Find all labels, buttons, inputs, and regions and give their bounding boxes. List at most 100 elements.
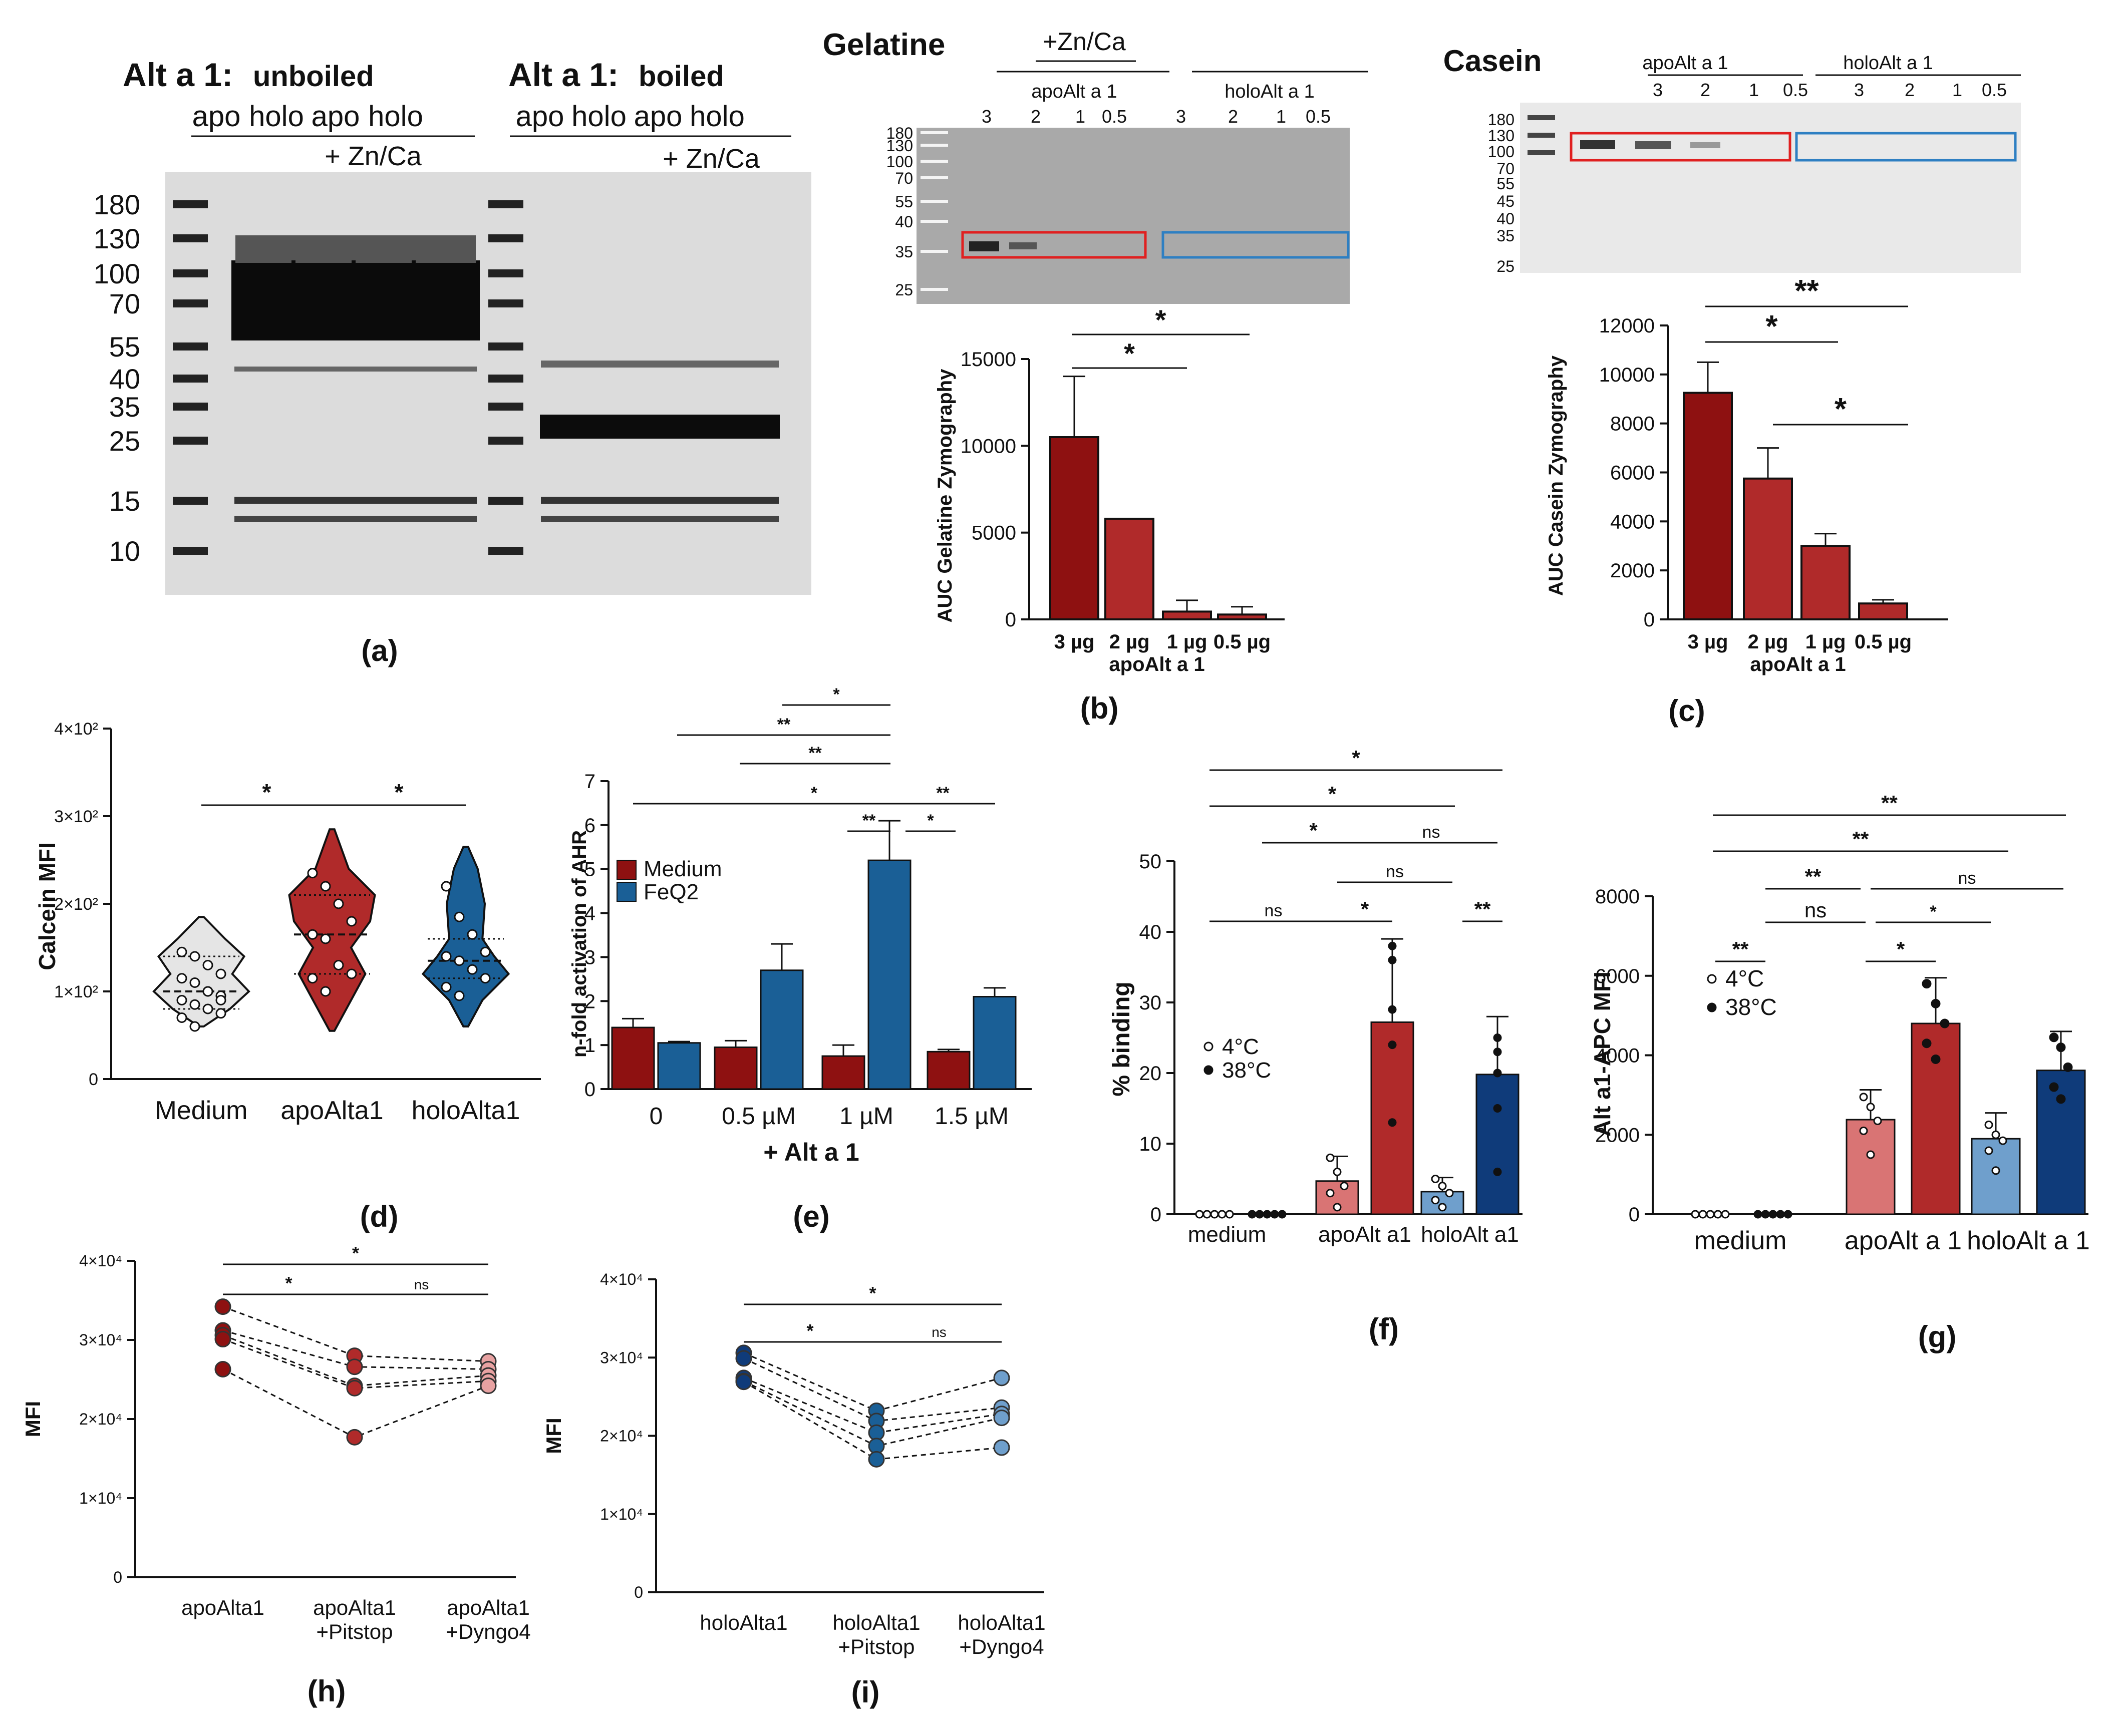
- chart-h-pair-line: [222, 1306, 489, 1362]
- chart-f-sig-7-label: *: [1361, 897, 1369, 921]
- chart-e-ytick-label: 4: [584, 903, 595, 925]
- chart-g-point-medium-38c: [1768, 1210, 1777, 1219]
- gel-b-lane-label: 0.5: [1306, 106, 1331, 127]
- gel-b-lane-label: 3: [1176, 106, 1186, 127]
- chart-c-sig-3-label: *: [1835, 392, 1847, 427]
- panel-e-label: (e): [793, 1200, 829, 1233]
- chart-h-category-label: apoAlta1: [313, 1596, 396, 1619]
- chart-c-sig-1-label: **: [1794, 274, 1819, 308]
- gel-a-ladder-band-right: [488, 497, 523, 505]
- chart-e-sig-5-label: **: [936, 784, 950, 803]
- gel-a-band-boiled-30: [540, 415, 602, 439]
- gel-c-title: Casein: [1443, 44, 1542, 78]
- chart-g-legend-marker-4c: [1707, 974, 1717, 984]
- chart-e-legend-swatch-medium: [617, 860, 637, 880]
- chart-b-category-label: 3 µg: [1054, 631, 1095, 653]
- chart-c-ylabel: AUC Casein Zymography: [1545, 355, 1567, 596]
- gel-a-ladder-band-left: [173, 269, 208, 277]
- gel-a-band-boiled-13: [598, 516, 659, 522]
- chart-i-pair-line: [743, 1352, 1002, 1412]
- chart-d-point: [454, 911, 465, 922]
- chart-g-point-holo-38c: [2056, 1094, 2066, 1104]
- gel-a-band-unboiled-main: [412, 260, 480, 340]
- chart-d-point: [307, 973, 318, 984]
- gel-b-marker-label: 25: [895, 281, 913, 299]
- gel-b-marker-label: 70: [895, 169, 913, 187]
- chart-f-point-holo-4c: [1445, 1189, 1454, 1198]
- chart-c-category-label: 1 µg: [1805, 631, 1846, 653]
- gel-c-band-2ug: [1635, 141, 1671, 149]
- chart-c-category-label: 0.5 µg: [1855, 631, 1912, 653]
- chart-c-sig-2-label: *: [1765, 309, 1778, 344]
- chart-e-bar: [821, 1055, 865, 1090]
- chart-e-ytick-label: 0: [584, 1079, 595, 1101]
- chart-d-point: [333, 960, 344, 970]
- chart-i-point: [735, 1373, 752, 1391]
- gel-a-band-unboiled-smear: [235, 235, 295, 263]
- gel-c-marker-label: 45: [1496, 192, 1514, 210]
- chart-d-ytick-label: 0: [89, 1070, 98, 1089]
- chart-d-point: [189, 977, 200, 988]
- gel-b-ladder-band: [921, 131, 948, 134]
- chart-f-sig-3-label: *: [1309, 819, 1318, 842]
- chart-f-point-medium-38c: [1278, 1210, 1287, 1219]
- chart-d-point: [454, 955, 465, 966]
- gel-b-ladder-band: [921, 250, 948, 253]
- chart-f-point-holo-38c: [1493, 1048, 1502, 1057]
- gel-a-marker-label: 40: [109, 363, 140, 395]
- gel-b-lane-label: 0.5: [1102, 106, 1127, 127]
- chart-f-point-medium-4c: [1195, 1210, 1204, 1219]
- chart-g-ytick-label: 8000: [1595, 886, 1640, 908]
- gel-b-marker-label: 35: [895, 243, 913, 261]
- chart-e-sig-4-label: *: [811, 784, 818, 803]
- gel-a-band-boiled-15: [659, 497, 719, 504]
- chart-e-bar: [714, 1047, 758, 1090]
- gel-a-band-unboiled-main: [231, 260, 299, 340]
- gel-a-lane-label-right: holo: [690, 100, 745, 133]
- gel-c-marker-label: 70: [1496, 160, 1514, 178]
- gel-a-band-boiled-upper: [541, 361, 601, 368]
- chart-h-point: [214, 1298, 231, 1315]
- gel-a-lane-label-right: apo: [516, 100, 564, 133]
- gel-b-box-holo: [1161, 231, 1350, 259]
- chart-g-point-apo-38c: [1922, 1038, 1932, 1049]
- chart-f-point-medium-4c: [1202, 1210, 1211, 1219]
- gel-b-ladder-band: [921, 220, 948, 223]
- chart-d-point: [454, 990, 465, 1001]
- gel-a-band-boiled-15: [598, 497, 659, 504]
- chart-h-ytick-label: 4×10⁴: [79, 1252, 122, 1270]
- chart-i-sig-3-label: ns: [932, 1324, 947, 1340]
- chart-d-violin: [288, 828, 376, 1032]
- chart-g-point-medium-4c: [1698, 1210, 1707, 1219]
- chart-c-ytick-label: 12000: [1599, 315, 1655, 337]
- gel-a-marker-label: 25: [109, 425, 140, 457]
- chart-i-category-label: holoAlta1: [958, 1611, 1045, 1634]
- chart-g-ytick-label: 0: [1629, 1204, 1640, 1226]
- chart-f-point-medium-38c: [1255, 1210, 1264, 1219]
- chart-c-ytick-label: 8000: [1610, 413, 1655, 435]
- chart-f-ytick-label: 50: [1139, 851, 1162, 873]
- chart-h-point: [214, 1360, 231, 1377]
- chart-g-bar-4c: [1846, 1119, 1896, 1215]
- gel-a-lane-label-left: holo: [249, 100, 304, 133]
- chart-d-ytick-label: 2×10²: [54, 895, 98, 914]
- chart-i-ylabel: MFI: [542, 1418, 565, 1454]
- chart-d-point: [467, 929, 478, 940]
- gel-c-box-holo: [1795, 132, 2017, 162]
- chart-g-sig-6-label: *: [1930, 902, 1937, 921]
- chart-g-point-holo-38c: [2056, 1043, 2066, 1053]
- chart-d-point: [346, 968, 357, 979]
- chart-c-xlabel: apoAlt a 1: [1750, 653, 1846, 675]
- chart-f-ytick-label: 10: [1139, 1133, 1162, 1155]
- gel-c-marker-label: 180: [1488, 111, 1514, 129]
- chart-b-sig-2-label: *: [1155, 304, 1166, 335]
- gel-a-left-condition: unboiled: [253, 60, 374, 93]
- gel-a-band-boiled-13: [541, 516, 601, 522]
- chart-g-point-apo-38c: [1931, 998, 1941, 1008]
- chart-f-category-label: medium: [1188, 1222, 1267, 1247]
- gel-c-ladder-band: [1528, 115, 1555, 120]
- chart-f-bar-38c: [1475, 1074, 1520, 1215]
- gel-b-ladder-band: [921, 176, 948, 179]
- chart-g-point-medium-4c: [1713, 1210, 1722, 1219]
